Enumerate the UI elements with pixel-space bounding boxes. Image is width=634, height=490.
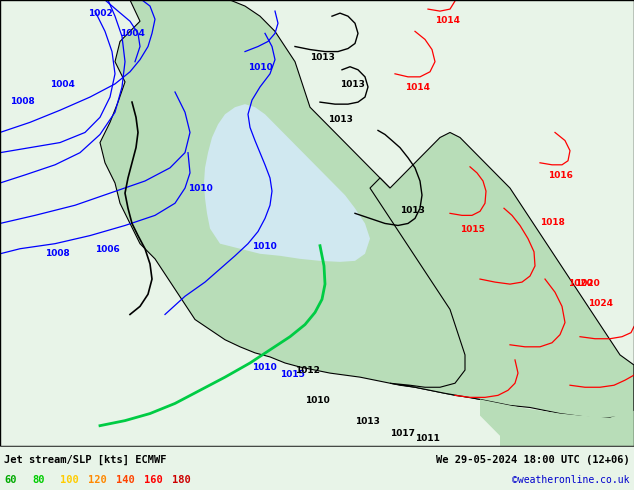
Text: 1015: 1015 — [280, 370, 305, 379]
Text: 1014: 1014 — [435, 16, 460, 25]
Polygon shape — [480, 399, 634, 446]
Text: 1015: 1015 — [460, 224, 485, 234]
Text: 1024: 1024 — [588, 299, 613, 308]
Text: 1010: 1010 — [252, 363, 277, 372]
Text: 1008: 1008 — [45, 249, 70, 258]
Text: ©weatheronline.co.uk: ©weatheronline.co.uk — [512, 475, 630, 485]
Text: 60: 60 — [4, 475, 16, 485]
Text: 1013: 1013 — [310, 52, 335, 62]
Text: 1013: 1013 — [400, 206, 425, 215]
Text: 160: 160 — [144, 475, 163, 485]
Text: 1020: 1020 — [568, 279, 593, 288]
Text: 1013: 1013 — [340, 80, 365, 89]
Text: 1013: 1013 — [355, 416, 380, 426]
Text: 80: 80 — [32, 475, 44, 485]
Text: Jet stream/SLP [kts] ECMWF: Jet stream/SLP [kts] ECMWF — [4, 455, 167, 465]
Text: 1010: 1010 — [252, 242, 277, 251]
Text: 100: 100 — [60, 475, 79, 485]
Circle shape — [141, 63, 149, 71]
Circle shape — [151, 52, 159, 61]
Text: 140: 140 — [116, 475, 135, 485]
Text: 1002: 1002 — [88, 9, 113, 18]
Polygon shape — [204, 104, 370, 262]
Text: 1004: 1004 — [50, 80, 75, 89]
Text: 1010: 1010 — [188, 184, 213, 193]
Text: 1010: 1010 — [305, 396, 330, 405]
Text: We 29-05-2024 18:00 UTC (12+06): We 29-05-2024 18:00 UTC (12+06) — [436, 455, 630, 465]
Text: 1010: 1010 — [248, 63, 273, 72]
Text: 1004: 1004 — [120, 29, 145, 38]
Circle shape — [146, 48, 154, 55]
Polygon shape — [370, 132, 634, 417]
Text: 1016: 1016 — [548, 171, 573, 180]
Text: 120: 120 — [88, 475, 107, 485]
Text: 1018: 1018 — [540, 219, 565, 227]
Circle shape — [156, 68, 164, 76]
Text: 1006: 1006 — [95, 245, 120, 254]
Circle shape — [161, 43, 169, 50]
Text: 1020: 1020 — [575, 279, 600, 288]
Text: 1017: 1017 — [390, 429, 415, 438]
Text: 1012: 1012 — [295, 366, 320, 375]
Text: 1014: 1014 — [405, 83, 430, 92]
Text: 180: 180 — [172, 475, 191, 485]
Text: 1008: 1008 — [10, 97, 35, 106]
Polygon shape — [100, 0, 525, 405]
Text: 1013: 1013 — [328, 115, 353, 124]
Text: 1011: 1011 — [415, 434, 440, 443]
